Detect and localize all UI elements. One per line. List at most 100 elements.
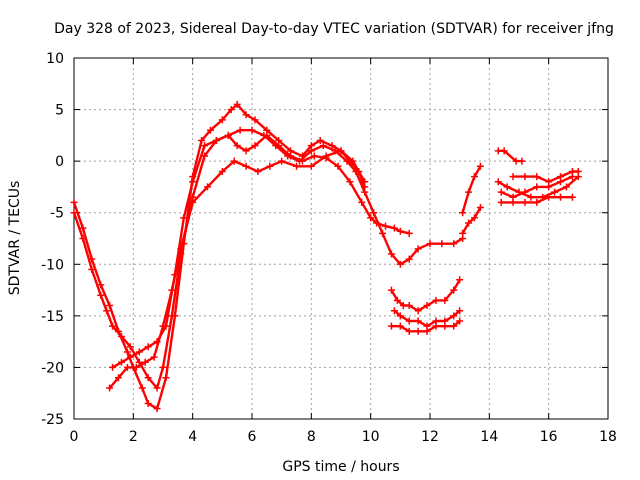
data-point bbox=[521, 198, 529, 206]
x-tick-label: 6 bbox=[248, 429, 257, 445]
data-point bbox=[180, 214, 188, 222]
data-point bbox=[242, 147, 250, 155]
data-point bbox=[456, 317, 464, 325]
data-point bbox=[387, 322, 395, 330]
data-point bbox=[198, 137, 206, 145]
ticks-layer: 0 2 4 6 8 10 12 14 16 18 10 5 0 -5 -10 -15 -20 -25 bbox=[41, 51, 617, 445]
data-point bbox=[509, 173, 517, 181]
x-tick-label: 4 bbox=[188, 429, 197, 445]
data-point bbox=[414, 317, 422, 325]
data-point bbox=[144, 343, 152, 351]
data-point bbox=[390, 224, 398, 232]
data-point bbox=[115, 327, 122, 335]
x-tick-label: 2 bbox=[129, 429, 138, 445]
grid-layer bbox=[74, 58, 608, 419]
data-point bbox=[568, 193, 576, 201]
data-point bbox=[293, 162, 300, 170]
data-point bbox=[396, 227, 404, 235]
data-point bbox=[230, 157, 238, 165]
x-tick-label: 12 bbox=[421, 429, 439, 445]
data-point bbox=[106, 384, 114, 392]
data-point bbox=[278, 157, 286, 165]
series-track-i bbox=[461, 206, 482, 235]
data-point bbox=[322, 152, 330, 160]
data-point bbox=[405, 255, 413, 263]
data-point bbox=[218, 116, 226, 124]
data-point bbox=[503, 183, 511, 191]
data-point bbox=[361, 178, 369, 186]
data-point bbox=[275, 137, 283, 145]
data-point bbox=[423, 327, 431, 335]
data-point bbox=[515, 188, 523, 196]
data-point bbox=[450, 312, 458, 320]
data-point bbox=[574, 167, 582, 175]
data-point bbox=[126, 353, 134, 361]
data-point bbox=[471, 214, 478, 222]
data-point bbox=[405, 302, 413, 310]
data-point bbox=[141, 358, 149, 366]
data-point bbox=[153, 338, 161, 346]
data-point bbox=[432, 322, 440, 330]
data-point bbox=[159, 322, 167, 330]
data-point bbox=[387, 250, 395, 258]
data-point bbox=[450, 286, 458, 294]
data-point bbox=[310, 152, 318, 160]
data-point bbox=[441, 296, 449, 304]
y-tick-label: 0 bbox=[55, 154, 64, 170]
data-point bbox=[497, 188, 505, 196]
data-point bbox=[132, 363, 140, 371]
data-point bbox=[533, 173, 541, 181]
data-point bbox=[459, 229, 467, 237]
data-point bbox=[79, 235, 87, 242]
data-point bbox=[396, 312, 404, 320]
y-tick-label: -15 bbox=[41, 309, 64, 325]
data-point bbox=[88, 265, 96, 273]
data-point bbox=[521, 188, 529, 196]
x-tick-label: 16 bbox=[540, 429, 558, 445]
data-point bbox=[568, 167, 576, 175]
data-point bbox=[316, 137, 324, 145]
data-point bbox=[236, 126, 244, 134]
data-point bbox=[450, 240, 458, 248]
data-point bbox=[135, 358, 143, 366]
data-point bbox=[396, 322, 404, 330]
data-point bbox=[441, 322, 449, 330]
data-point bbox=[123, 363, 131, 371]
data-point bbox=[79, 224, 87, 232]
data-point bbox=[70, 198, 78, 206]
data-point bbox=[153, 384, 161, 392]
data-point bbox=[206, 126, 214, 134]
data-point bbox=[432, 296, 440, 304]
data-point bbox=[328, 142, 336, 150]
data-point bbox=[551, 188, 559, 196]
data-point bbox=[393, 296, 401, 304]
data-point bbox=[414, 245, 422, 253]
data-point bbox=[426, 240, 434, 248]
data-point bbox=[263, 126, 271, 134]
data-point bbox=[539, 193, 547, 201]
data-point bbox=[97, 281, 105, 289]
y-tick-label: -20 bbox=[41, 360, 64, 376]
data-point bbox=[476, 204, 484, 212]
data-point bbox=[405, 229, 413, 237]
data-point bbox=[298, 152, 306, 160]
data-point bbox=[358, 198, 366, 206]
data-point bbox=[307, 162, 315, 170]
data-point bbox=[396, 260, 404, 268]
x-tick-label: 0 bbox=[70, 429, 79, 445]
data-point bbox=[414, 327, 422, 335]
data-point bbox=[423, 302, 431, 310]
marker-layer bbox=[70, 100, 582, 413]
data-point bbox=[109, 322, 117, 330]
data-point bbox=[189, 198, 197, 206]
data-point bbox=[471, 173, 478, 181]
data-point bbox=[201, 152, 209, 160]
data-point bbox=[123, 348, 131, 356]
data-point bbox=[251, 116, 259, 124]
data-point bbox=[521, 173, 529, 181]
data-point bbox=[295, 157, 303, 165]
data-point bbox=[144, 400, 152, 408]
y-tick-label: -10 bbox=[41, 257, 64, 273]
series-track-b bbox=[72, 103, 366, 410]
